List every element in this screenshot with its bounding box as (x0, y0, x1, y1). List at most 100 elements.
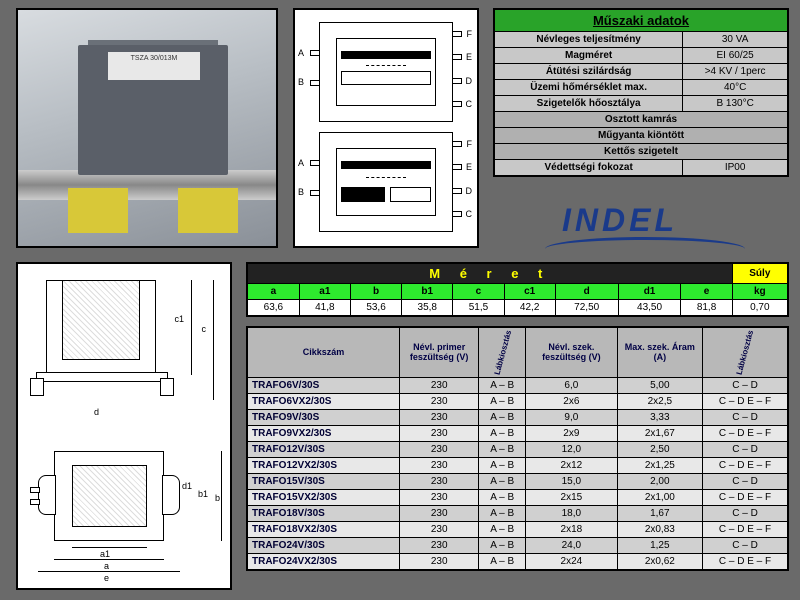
spec-label: Átütési szilárdság (494, 64, 683, 80)
product-cell: 6,0 (526, 377, 618, 393)
product-cell: 1,67 (617, 505, 702, 521)
product-cell: C – D (703, 505, 788, 521)
product-cell: A – B (479, 393, 526, 409)
spec-value: 40°C (683, 80, 788, 96)
pin-f: F (467, 29, 473, 39)
spec-label: Magméret (494, 48, 683, 64)
dimension-drawings: c c1 d a1 a e b1 b d1 (16, 262, 232, 590)
product-cell: C – D E – F (703, 393, 788, 409)
spec-full-row: Kettős szigetelt (494, 144, 788, 160)
product-cell: 230 (400, 473, 479, 489)
pin-c: C (466, 99, 473, 109)
table-row: TRAFO9VX2/30S230A – B2x92x1,67C – D E – … (247, 425, 788, 441)
product-cell: A – B (479, 521, 526, 537)
product-cell: 230 (400, 457, 479, 473)
table-row: TRAFO18VX2/30S230A – B2x182x0,83C – D E … (247, 521, 788, 537)
product-cell: 15,0 (526, 473, 618, 489)
meret-value: 43,50 (618, 300, 681, 317)
meret-title: M é r e t (247, 263, 732, 284)
product-header: Cikkszám (247, 327, 400, 377)
product-cell: 230 (400, 425, 479, 441)
product-cell: C – D E – F (703, 521, 788, 537)
product-cell: 5,00 (617, 377, 702, 393)
product-cell: TRAFO9VX2/30S (247, 425, 400, 441)
product-cell: TRAFO18V/30S (247, 505, 400, 521)
product-cell: 2x2,5 (617, 393, 702, 409)
suly-header: Súly (732, 263, 788, 284)
product-header: Névl. primer feszültség (V) (400, 327, 479, 377)
product-cell: 2x0,62 (617, 553, 702, 570)
product-cell: 230 (400, 409, 479, 425)
meret-value: 63,6 (247, 300, 299, 317)
product-cell: TRAFO12V/30S (247, 441, 400, 457)
product-cell: A – B (479, 425, 526, 441)
product-cell: 230 (400, 537, 479, 553)
product-cell: 230 (400, 489, 479, 505)
meret-header: b (350, 284, 401, 300)
product-cell: C – D E – F (703, 457, 788, 473)
table-row: TRAFO12V/30S230A – B12,02,50C – D (247, 441, 788, 457)
product-header: Lábkiosztás (479, 327, 526, 377)
product-cell: 2x12 (526, 457, 618, 473)
dim-top-view: a1 a e b1 b d1 (24, 431, 224, 586)
transformer-label: TSZA 30/013M (108, 52, 200, 80)
meret-header: d1 (618, 284, 681, 300)
table-row: TRAFO15VX2/30S230A – B2x152x1,00C – D E … (247, 489, 788, 505)
product-cell: TRAFO24VX2/30S (247, 553, 400, 570)
product-cell: A – B (479, 473, 526, 489)
product-cell: C – D (703, 377, 788, 393)
product-header: Lábkiosztás (703, 327, 788, 377)
meret-value: 72,50 (555, 300, 618, 317)
product-cell: 230 (400, 521, 479, 537)
meret-header: b1 (402, 284, 453, 300)
product-cell: A – B (479, 505, 526, 521)
spec-value: >4 KV / 1perc (683, 64, 788, 80)
spec-full-row: Műgyanta kiöntött (494, 128, 788, 144)
table-row: TRAFO24V/30S230A – B24,01,25C – D (247, 537, 788, 553)
product-cell: A – B (479, 537, 526, 553)
product-cell: 2x1,00 (617, 489, 702, 505)
product-cell: 1,25 (617, 537, 702, 553)
product-cell: TRAFO12VX2/30S (247, 457, 400, 473)
product-header: Névl. szek. feszültség (V) (526, 327, 618, 377)
meret-value: 53,6 (350, 300, 401, 317)
meret-header: a (247, 284, 299, 300)
product-cell: A – B (479, 489, 526, 505)
product-cell: 2x0,83 (617, 521, 702, 537)
spec-value: EI 60/25 (683, 48, 788, 64)
pin-diagram-2: A B F E D C (319, 132, 453, 232)
product-cell: TRAFO6VX2/30S (247, 393, 400, 409)
meret-header: d (555, 284, 618, 300)
product-cell: C – D E – F (703, 425, 788, 441)
product-cell: C – D (703, 441, 788, 457)
pin-e: E (466, 52, 472, 62)
specs-title: Műszaki adatok (494, 9, 788, 32)
product-cell: A – B (479, 441, 526, 457)
dim-side-view: c c1 d (24, 274, 224, 419)
product-cell: TRAFO9V/30S (247, 409, 400, 425)
product-cell: C – D (703, 473, 788, 489)
product-cell: 230 (400, 393, 479, 409)
table-row: TRAFO6VX2/30S230A – B2x62x2,5C – D E – F (247, 393, 788, 409)
meret-header: c1 (504, 284, 555, 300)
meret-value: 41,8 (299, 300, 350, 317)
spec-value: 30 VA (683, 32, 788, 48)
table-row: TRAFO9V/30S230A – B9,03,33C – D (247, 409, 788, 425)
meret-header: kg (732, 284, 788, 300)
spec-label: Védettségi fokozat (494, 160, 683, 177)
product-cell: C – D E – F (703, 489, 788, 505)
product-cell: 18,0 (526, 505, 618, 521)
meret-value: 35,8 (402, 300, 453, 317)
product-cell: 2x18 (526, 521, 618, 537)
product-cell: 2x9 (526, 425, 618, 441)
meret-value: 51,5 (453, 300, 504, 317)
product-table: CikkszámNévl. primer feszültség (V)Lábki… (246, 326, 789, 571)
product-cell: 2x15 (526, 489, 618, 505)
meret-header: a1 (299, 284, 350, 300)
mount-left (68, 188, 128, 233)
product-cell: TRAFO24V/30S (247, 537, 400, 553)
table-row: TRAFO24VX2/30S230A – B2x242x0,62C – D E … (247, 553, 788, 570)
product-cell: C – D E – F (703, 553, 788, 570)
product-cell: 2x1,25 (617, 457, 702, 473)
product-cell: 9,0 (526, 409, 618, 425)
